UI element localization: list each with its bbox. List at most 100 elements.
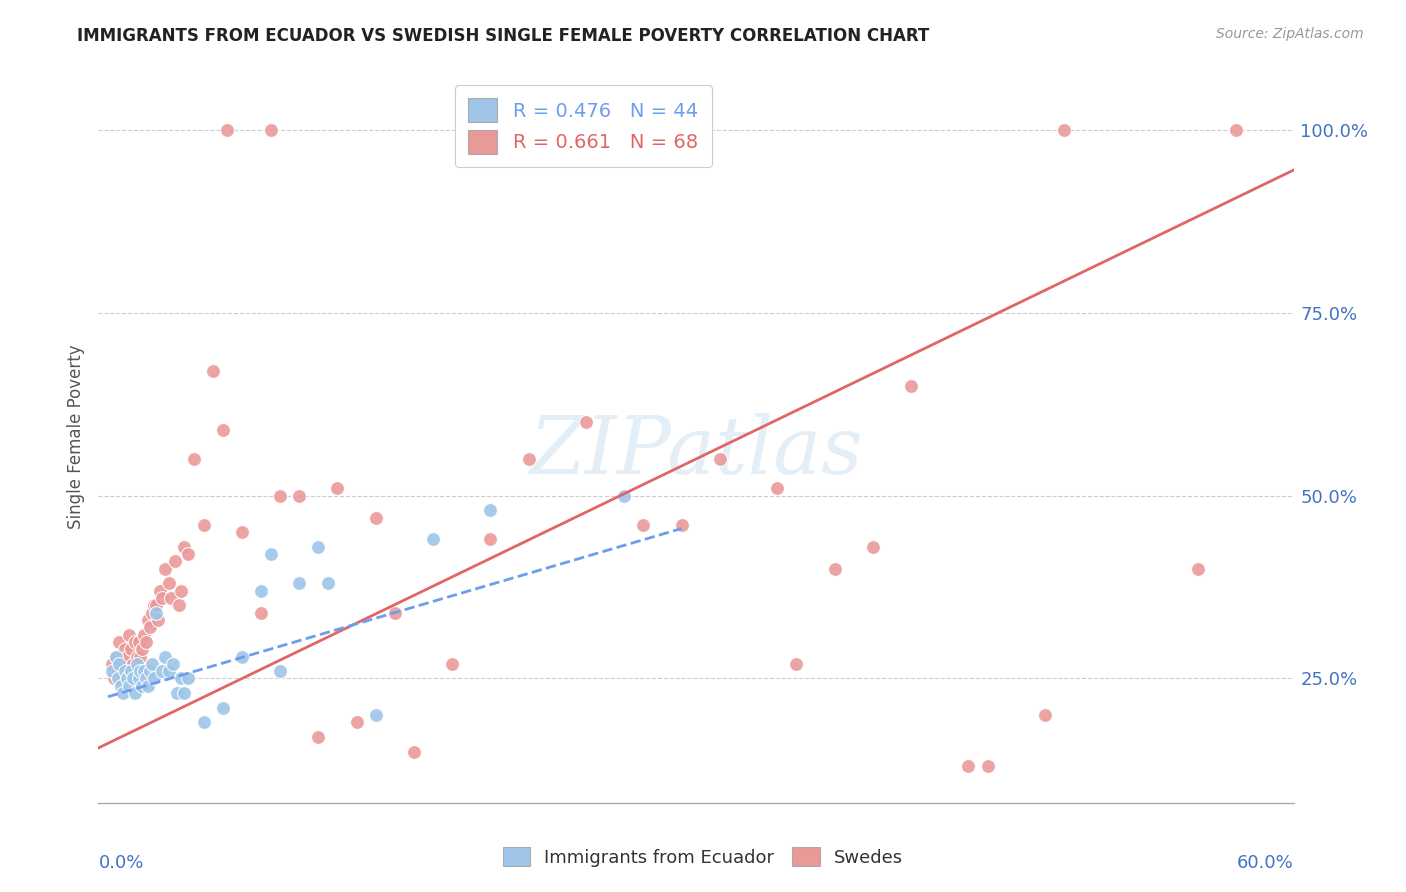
Point (167, 599, 190, 613)
Point (384, 606, 406, 620)
Point (120, 664, 142, 678)
Point (173, 686, 195, 700)
Point (633, 517, 655, 532)
Point (269, 664, 291, 678)
Text: Source: ZipAtlas.com: Source: ZipAtlas.com (1216, 27, 1364, 41)
Point (671, 517, 693, 532)
Point (101, 657, 124, 671)
Point (118, 679, 141, 693)
Point (307, 540, 329, 554)
Text: ZIPatlas: ZIPatlas (529, 413, 863, 491)
Point (120, 642, 142, 657)
Point (364, 708, 387, 723)
Point (112, 686, 135, 700)
Point (114, 642, 136, 657)
Point (862, 540, 884, 554)
Point (402, 745, 425, 759)
Point (157, 664, 180, 678)
Point (145, 599, 167, 613)
Point (124, 686, 146, 700)
Point (104, 649, 127, 664)
Point (135, 672, 157, 686)
Point (145, 606, 167, 620)
Point (129, 649, 152, 664)
Point (259, 547, 281, 561)
Point (150, 664, 173, 678)
Point (142, 672, 165, 686)
Point (307, 730, 329, 744)
Point (202, 364, 225, 378)
Point (110, 679, 132, 693)
Y-axis label: Single Female Poverty: Single Female Poverty (66, 345, 84, 529)
Point (177, 672, 200, 686)
Point (163, 554, 186, 568)
Point (479, 503, 502, 517)
Point (211, 700, 233, 714)
Point (259, 123, 281, 137)
Point (139, 664, 162, 678)
Point (103, 672, 125, 686)
Point (157, 576, 180, 591)
Point (613, 489, 636, 503)
Point (1187, 562, 1209, 576)
Point (211, 423, 233, 437)
Point (1053, 123, 1076, 137)
Point (104, 649, 127, 664)
Point (169, 583, 191, 598)
Point (250, 606, 273, 620)
Point (422, 533, 444, 547)
Text: IMMIGRANTS FROM ECUADOR VS SWEDISH SINGLE FEMALE POVERTY CORRELATION CHART: IMMIGRANTS FROM ECUADOR VS SWEDISH SINGL… (77, 27, 929, 45)
Point (149, 583, 172, 598)
Point (136, 613, 159, 627)
Point (128, 672, 150, 686)
Point (125, 649, 148, 664)
Point (173, 540, 195, 554)
Point (785, 657, 807, 671)
Point (231, 525, 253, 540)
Text: 0.0%: 0.0% (98, 854, 143, 872)
Point (177, 547, 200, 561)
Point (231, 649, 253, 664)
Point (215, 123, 238, 137)
Point (162, 657, 184, 671)
Point (193, 715, 215, 730)
Point (108, 635, 131, 649)
Point (142, 599, 165, 613)
Point (976, 759, 998, 773)
Point (112, 657, 135, 671)
Point (125, 657, 148, 671)
Point (121, 657, 143, 671)
Point (107, 664, 129, 678)
Point (136, 679, 159, 693)
Point (115, 672, 138, 686)
Point (115, 649, 138, 664)
Point (288, 489, 311, 503)
Point (131, 642, 153, 657)
Point (101, 664, 124, 678)
Point (250, 583, 273, 598)
Point (155, 649, 177, 664)
Point (957, 759, 980, 773)
Point (316, 576, 339, 591)
Point (364, 510, 387, 524)
Point (269, 489, 291, 503)
Point (166, 686, 188, 700)
Point (155, 562, 177, 576)
Point (118, 627, 141, 641)
Text: 60.0%: 60.0% (1237, 854, 1294, 872)
Point (517, 452, 540, 467)
Legend: R = 0.476   N = 44, R = 0.661   N = 68: R = 0.476 N = 44, R = 0.661 N = 68 (454, 85, 711, 167)
Point (107, 672, 129, 686)
Point (114, 664, 136, 678)
Point (134, 627, 156, 641)
Point (134, 664, 156, 678)
Point (326, 481, 349, 495)
Point (288, 576, 311, 591)
Point (124, 635, 146, 649)
Point (141, 606, 163, 620)
Point (169, 672, 191, 686)
Legend: Immigrants from Ecuador, Swedes: Immigrants from Ecuador, Swedes (496, 840, 910, 874)
Point (129, 664, 152, 678)
Point (441, 657, 464, 671)
Point (160, 591, 183, 605)
